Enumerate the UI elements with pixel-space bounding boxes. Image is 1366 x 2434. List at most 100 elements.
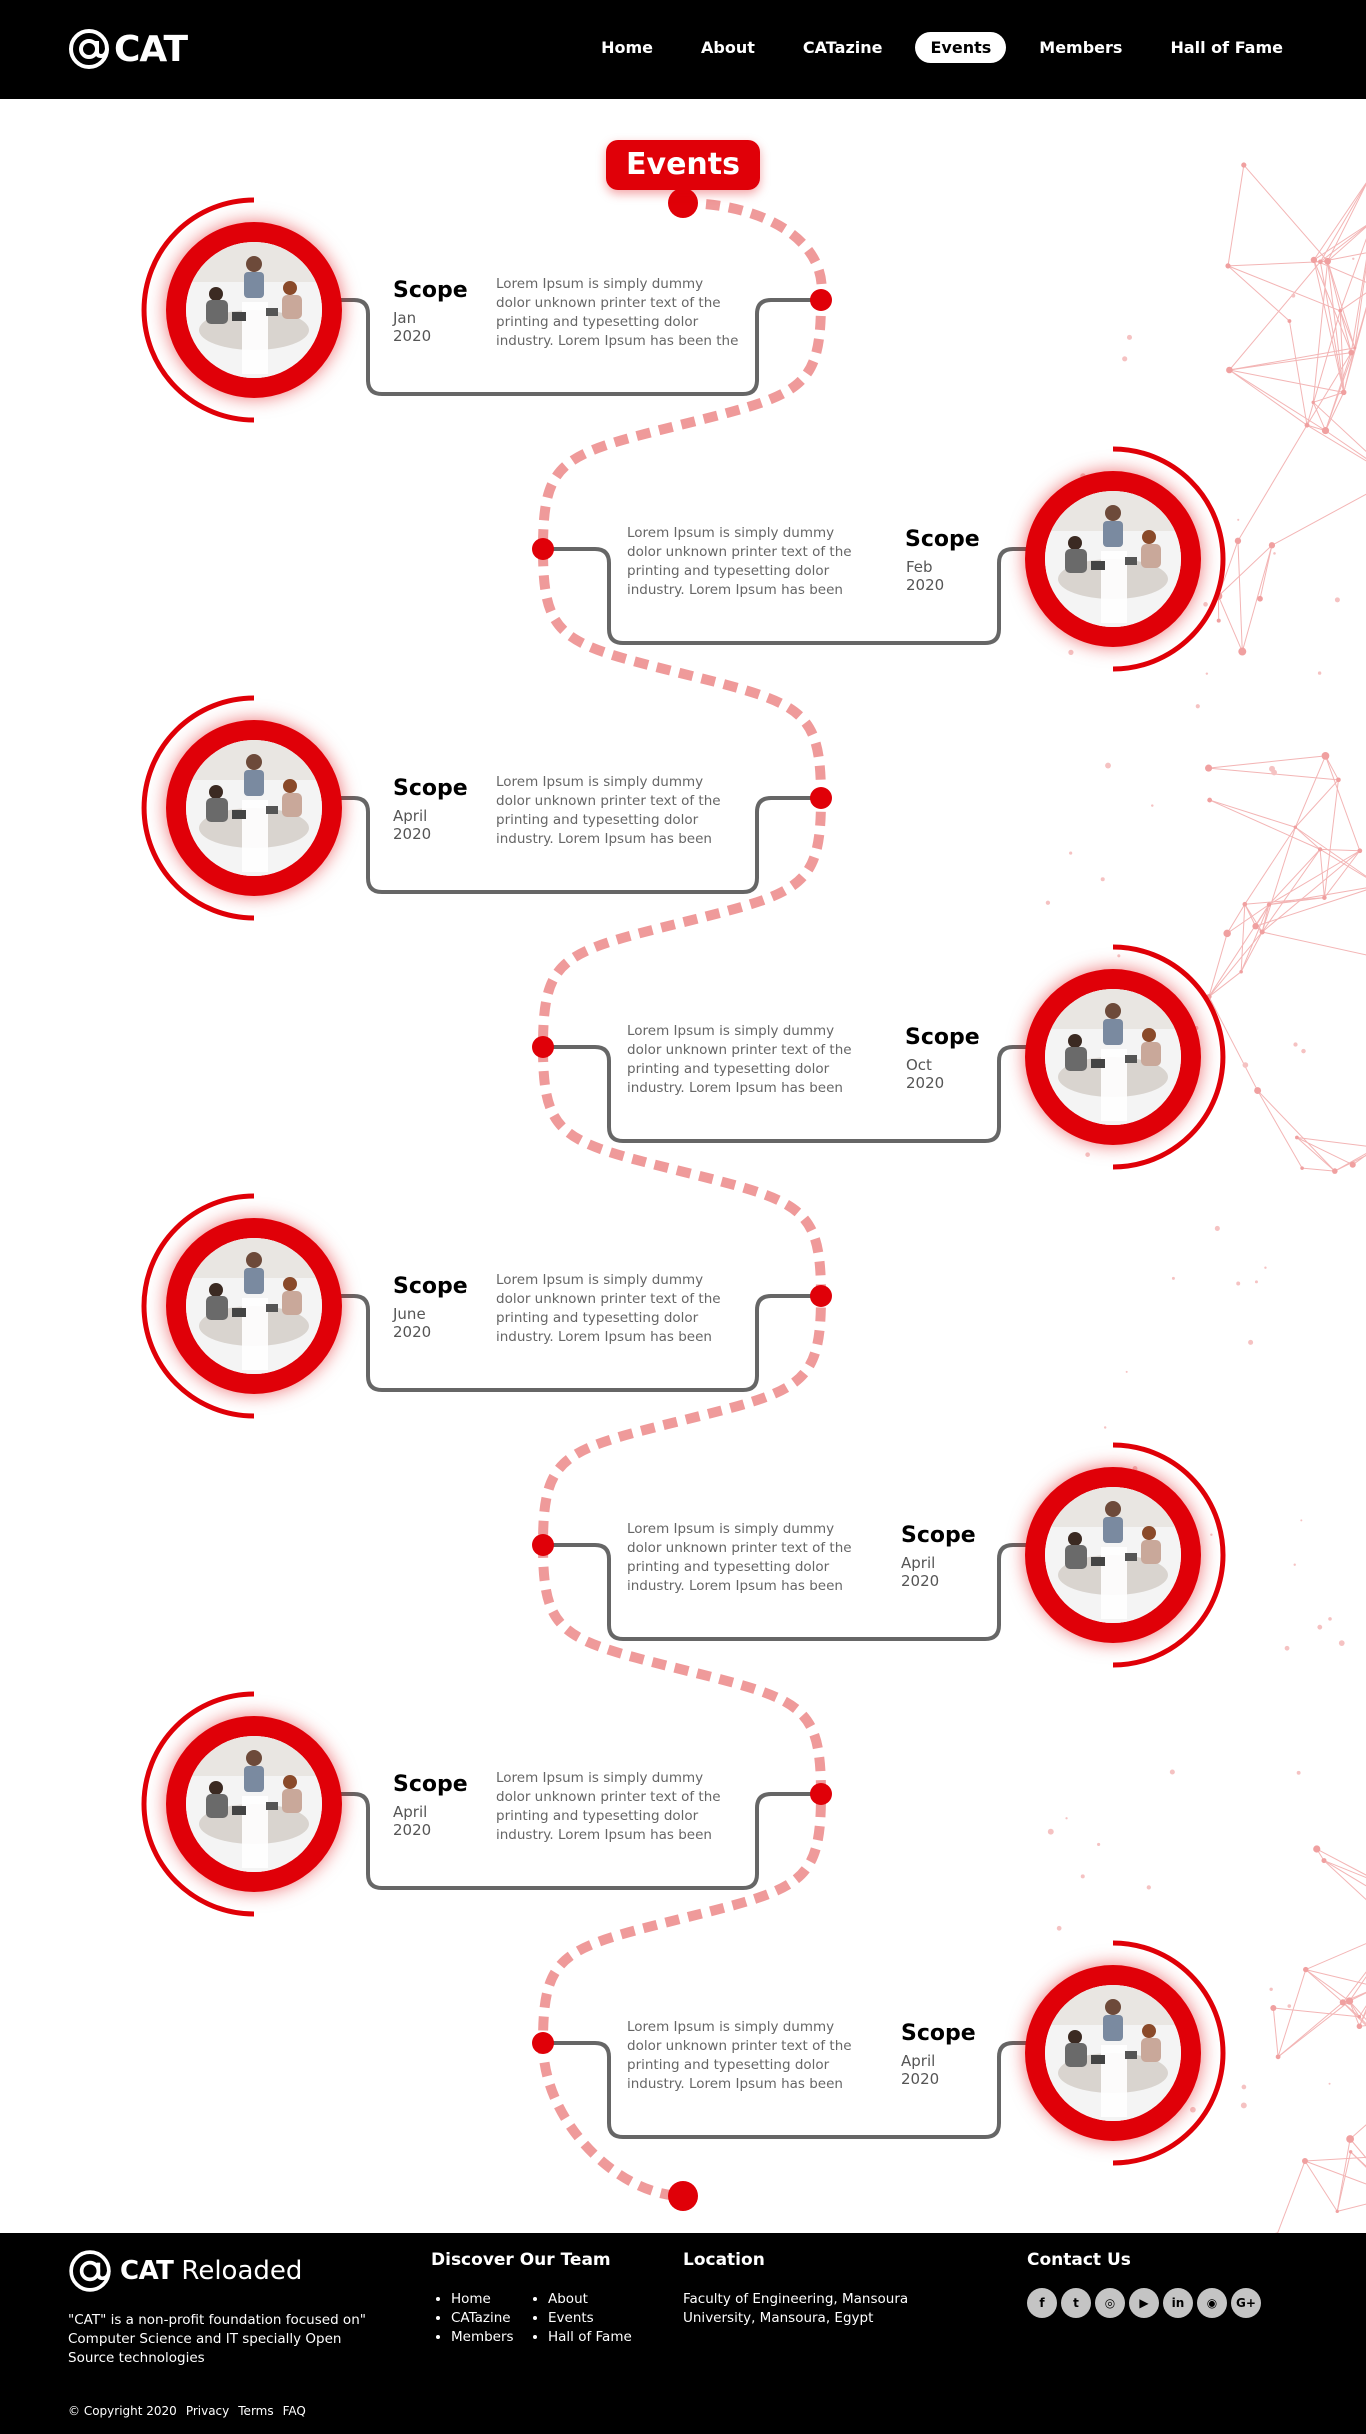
network-dot — [1348, 2150, 1353, 2154]
cat-logo[interactable]: CAT — [68, 26, 188, 72]
footer-link-events[interactable]: Events — [548, 2309, 632, 2328]
network-line — [1313, 259, 1345, 393]
network-dot — [1242, 1062, 1249, 1068]
events-section: Events Scope Jan 2020 Lorem Ipsum is simpl… — [0, 99, 1366, 2233]
footer-link-catazine[interactable]: CATazine — [451, 2309, 514, 2328]
event-title: Scope — [393, 278, 468, 303]
youtube-icon[interactable]: ▶ — [1129, 2288, 1159, 2318]
network-line — [1243, 164, 1329, 262]
network-dot — [1257, 595, 1263, 602]
network-line — [1358, 2005, 1366, 2018]
footer-link-home[interactable]: Home — [451, 2290, 514, 2309]
network-dot — [1125, 1370, 1128, 1373]
footer-link-about[interactable]: About — [548, 2290, 632, 2309]
network-line — [1342, 1971, 1366, 2003]
terms-link[interactable]: Terms — [238, 2404, 274, 2418]
google-plus-icon[interactable]: G+ — [1231, 2288, 1261, 2318]
network-dot — [1300, 1519, 1303, 1522]
network-line — [1312, 402, 1326, 431]
nav-hall-of-fame[interactable]: Hall of Fame — [1170, 38, 1283, 57]
network-dot — [1335, 2209, 1339, 2214]
network-line — [1228, 261, 1321, 267]
nav-about[interactable]: About — [701, 38, 755, 57]
network-line — [1257, 1090, 1336, 1172]
road-node — [810, 787, 832, 809]
nav-members[interactable]: Members — [1039, 38, 1123, 57]
footer-link-members[interactable]: Members — [451, 2328, 514, 2347]
network-dot — [1313, 1845, 1321, 1853]
network-dot — [1328, 1617, 1332, 1621]
network-line — [1294, 779, 1339, 828]
network-line — [1261, 827, 1296, 933]
network-dot — [1338, 1640, 1345, 1647]
event-title: Scope — [901, 2021, 976, 2046]
footer-link-hall-of-fame[interactable]: Hall of Fame — [548, 2328, 632, 2347]
network-line — [1294, 755, 1326, 828]
network-line — [1305, 1969, 1360, 2018]
event-photo[interactable] — [1025, 969, 1201, 1145]
footer-description: "CAT" is a non-profit foundation focused… — [68, 2312, 366, 2366]
network-line — [1226, 903, 1246, 934]
linkedin-icon[interactable]: in — [1163, 2288, 1193, 2318]
network-dot — [1238, 647, 1247, 656]
network-dot — [1266, 902, 1272, 907]
event-arc-ring — [141, 695, 255, 921]
event-date: Feb 2020 — [906, 558, 945, 594]
at-sign-logo-icon — [69, 2250, 111, 2292]
network-line — [1312, 401, 1366, 452]
network-line — [1339, 238, 1366, 311]
event-photo[interactable] — [1025, 1467, 1201, 1643]
event-arc-ring — [141, 1193, 255, 1419]
network-dot — [1322, 895, 1327, 900]
location-text: Faculty of Engineering, Mansoura Univers… — [683, 2291, 909, 2326]
social-links: f t ◎ ▶ in ◉ G+ — [1027, 2288, 1265, 2318]
network-dot — [1338, 308, 1343, 313]
network-dot — [1269, 1987, 1273, 1991]
network-dot — [1205, 764, 1213, 772]
network-line — [1208, 931, 1263, 997]
faq-link[interactable]: FAQ — [282, 2404, 306, 2418]
network-line — [1320, 225, 1366, 263]
privacy-link[interactable]: Privacy — [185, 2404, 230, 2418]
twitter-icon[interactable]: t — [1061, 2288, 1091, 2318]
facebook-icon[interactable]: f — [1027, 2288, 1057, 2318]
event-photo[interactable] — [166, 720, 342, 896]
network-dot — [1348, 349, 1355, 356]
instagram-icon[interactable]: ◎ — [1095, 2288, 1125, 2318]
network-line — [1226, 904, 1270, 934]
network-dot — [1205, 672, 1209, 675]
network-line — [1255, 889, 1366, 927]
network-dot — [1284, 1645, 1290, 1651]
network-line — [1240, 904, 1246, 972]
network-dot — [1080, 1874, 1085, 1879]
network-line — [1339, 292, 1366, 312]
network-line — [1262, 931, 1366, 956]
network-line — [1325, 430, 1366, 459]
event-connector — [338, 298, 820, 396]
event-photo[interactable] — [1025, 1965, 1201, 2141]
network-dot — [1311, 400, 1315, 405]
event-photo[interactable] — [166, 1218, 342, 1394]
team-meeting-photo — [186, 242, 322, 378]
network-line — [1237, 540, 1243, 652]
event-photo[interactable] — [1025, 471, 1201, 647]
nav-catazine[interactable]: CATazine — [802, 38, 883, 57]
network-dot — [1195, 704, 1200, 709]
network-dot — [1151, 804, 1154, 807]
nav-events[interactable]: Events — [915, 32, 1007, 63]
network-line — [1325, 392, 1345, 431]
network-line — [1208, 996, 1259, 1091]
team-meeting-photo — [1045, 1985, 1181, 2121]
network-dot — [1270, 2005, 1277, 2012]
event-photo[interactable] — [166, 1716, 342, 1892]
network-line — [1261, 849, 1321, 933]
network-dot — [1293, 1042, 1298, 1047]
event-photo[interactable] — [166, 222, 342, 398]
network-line — [1227, 164, 1245, 266]
network-dot — [1310, 256, 1318, 264]
nav-home[interactable]: Home — [601, 38, 654, 57]
event-date: Jan 2020 — [393, 309, 432, 345]
network-dot — [1296, 1770, 1301, 1775]
github-icon[interactable]: ◉ — [1197, 2288, 1227, 2318]
network-line — [1349, 2000, 1366, 2021]
